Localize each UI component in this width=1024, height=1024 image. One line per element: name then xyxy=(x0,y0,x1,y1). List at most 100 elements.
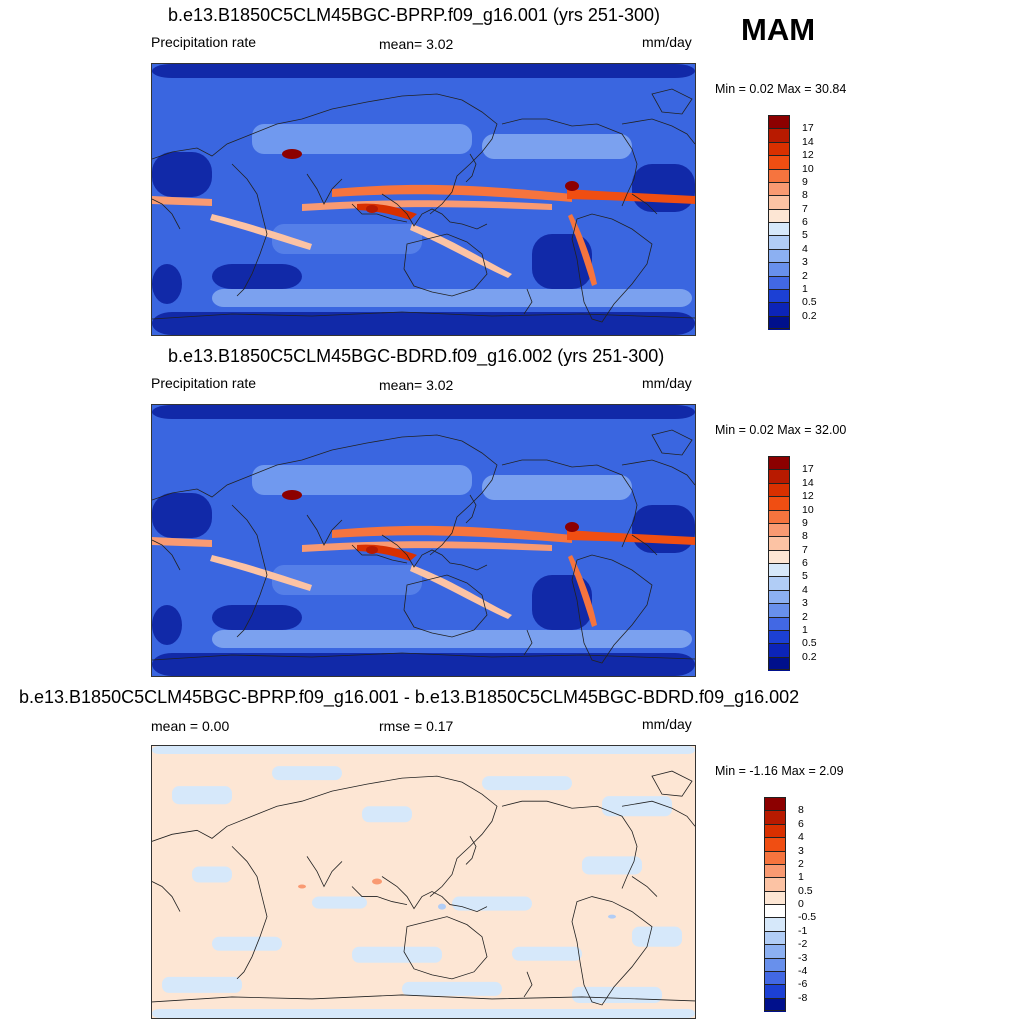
panel3-minmax: Min = -1.16 Max = 2.09 xyxy=(715,764,844,778)
panel3-rmse-label: rmse = 0.17 xyxy=(379,718,454,734)
panel2-precip-map xyxy=(151,404,696,677)
colorbar-tick-label: 2 xyxy=(802,610,808,623)
panel3-difference-map xyxy=(151,745,696,1019)
panel3-title: b.e13.B1850C5CLM45BGC-BPRP.f09_g16.001 -… xyxy=(19,687,800,707)
panel3-mean-label: mean = 0.00 xyxy=(151,718,230,734)
colorbar-frame xyxy=(768,456,790,670)
colorbar-tick-label: 17 xyxy=(802,122,814,135)
panel2-title: b.e13.B1850C5CLM45BGC-BDRD.f09_g16.002 (… xyxy=(168,346,665,366)
colorbar-tick-label: 1 xyxy=(798,871,804,884)
colorbar-box xyxy=(768,536,790,551)
colorbar-box xyxy=(768,496,790,511)
colorbar-tick-label: 4 xyxy=(802,583,808,596)
colorbar-tick-label: 6 xyxy=(802,216,808,228)
colorbar-tick-label: 0.2 xyxy=(802,650,817,663)
colorbar-tick-label: 4 xyxy=(798,831,804,844)
colorbar-box xyxy=(768,141,790,157)
colorbar-box xyxy=(764,890,786,905)
colorbar-box xyxy=(764,877,786,892)
panel2-units-label: mm/day xyxy=(642,375,692,391)
colorbar-tick-label: 0.2 xyxy=(802,309,817,322)
panel2-field-label: Precipitation rate xyxy=(151,375,257,391)
colorbar-box xyxy=(768,181,790,197)
colorbar-tick-label: -1 xyxy=(798,924,808,937)
colorbar-tick-label: 12 xyxy=(802,490,814,503)
panel2-mean-label: mean= 3.02 xyxy=(379,377,454,393)
colorbar-tick-label: 6 xyxy=(798,817,804,830)
colorbar-tick-label: 0.5 xyxy=(798,884,813,897)
panel1-field-label: Precipitation rate xyxy=(151,34,257,50)
colorbar-tick-label: 2 xyxy=(802,269,808,282)
colorbar-tick-label: 14 xyxy=(802,476,814,489)
colorbar-box xyxy=(764,823,786,839)
colorbar-box xyxy=(768,629,790,645)
colorbar-tick-label: -6 xyxy=(798,978,808,991)
colorbar-box xyxy=(768,656,790,671)
colorbar-tick-label: -3 xyxy=(798,951,808,964)
colorbar-tick-label: 1 xyxy=(802,282,808,295)
colorbar-tick-label: 5 xyxy=(802,570,808,583)
colorbar-tick-label: 9 xyxy=(802,516,808,529)
colorbar-frame xyxy=(768,115,790,329)
panel1-title: b.e13.B1850C5CLM45BGC-BPRP.f09_g16.001 (… xyxy=(168,5,660,25)
colorbar-tick-label: 3 xyxy=(798,844,804,857)
colorbar-box xyxy=(768,522,790,538)
panel2-minmax: Min = 0.02 Max = 32.00 xyxy=(715,423,847,437)
colorbar-box xyxy=(768,576,790,591)
colorbar-box xyxy=(768,509,790,524)
colorbar-tick-label: 8 xyxy=(798,804,804,817)
colorbar-box xyxy=(768,235,790,250)
colorbar-box xyxy=(764,810,786,825)
colorbar-box xyxy=(768,262,790,277)
colorbar-box xyxy=(768,128,790,143)
colorbar-tick-label: -8 xyxy=(798,991,808,1004)
colorbar-box xyxy=(768,643,790,658)
colorbar-tick-label: 6 xyxy=(802,557,808,569)
colorbar-box xyxy=(768,589,790,605)
colorbar-tick-label: 4 xyxy=(802,242,808,255)
colorbar-tick-label: 3 xyxy=(802,597,808,610)
season-label: MAM xyxy=(741,12,816,47)
precip-field-svg xyxy=(152,405,695,676)
panel1-minmax: Min = 0.02 Max = 30.84 xyxy=(715,82,847,96)
colorbar-box xyxy=(764,997,786,1012)
colorbar-tick-label: -4 xyxy=(798,964,808,977)
colorbar-box xyxy=(764,930,786,946)
panel1-colorbar: 17 14 12 10 9 8 7 6 5 4 3 2 1 0.5 0.2 xyxy=(768,115,817,330)
colorbar-box xyxy=(768,563,790,578)
colorbar-frame xyxy=(764,797,786,1011)
colorbar-box xyxy=(764,957,786,972)
colorbar-box xyxy=(768,616,790,631)
colorbar-tick-label: 5 xyxy=(802,229,808,242)
colorbar-box xyxy=(764,904,786,919)
colorbar-box xyxy=(768,603,790,618)
colorbar-box xyxy=(768,222,790,237)
colorbar-box xyxy=(768,248,790,264)
difference-field-svg xyxy=(152,746,695,1018)
panel3-units-label: mm/day xyxy=(642,716,692,732)
colorbar-tick-label: 3 xyxy=(802,256,808,269)
colorbar-tick-label: -0.5 xyxy=(798,911,817,924)
colorbar-box xyxy=(768,549,790,564)
colorbar-tick-label: 2 xyxy=(798,857,804,870)
colorbar-tick-label: 8 xyxy=(802,530,808,543)
colorbar-tick-label: 8 xyxy=(802,189,808,202)
colorbar-box xyxy=(764,850,786,865)
colorbar-box xyxy=(768,482,790,498)
colorbar-box xyxy=(768,195,790,210)
colorbar-box xyxy=(764,863,786,879)
colorbar-box xyxy=(764,837,786,852)
colorbar-tick-label: 10 xyxy=(802,162,814,175)
colorbar-tick-label: 12 xyxy=(802,149,814,162)
panel2-colorbar: 17 14 12 10 9 8 7 6 5 4 3 2 1 0.5 0.2 xyxy=(768,456,817,671)
colorbar-tick-label: 0 xyxy=(798,898,804,910)
colorbar-tick-label: 10 xyxy=(802,503,814,516)
colorbar-box xyxy=(768,155,790,170)
panel1-mean-label: mean= 3.02 xyxy=(379,36,454,52)
colorbar-box xyxy=(764,917,786,932)
colorbar-tick-label: 0.5 xyxy=(802,296,817,309)
colorbar-box xyxy=(768,302,790,317)
colorbar-tick-label: 1 xyxy=(802,623,808,636)
colorbar-box xyxy=(764,944,786,959)
colorbar-box xyxy=(768,168,790,183)
